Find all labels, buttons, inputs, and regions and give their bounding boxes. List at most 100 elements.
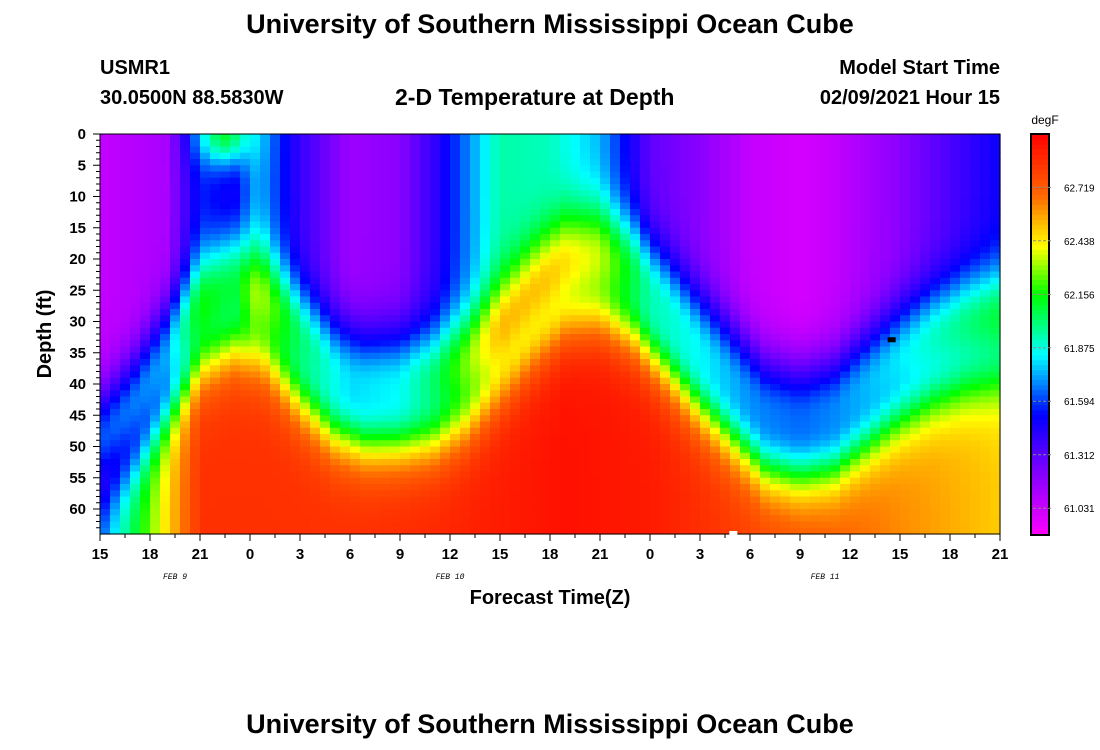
heatmap-cell bbox=[260, 396, 271, 404]
heatmap-cell bbox=[280, 334, 291, 341]
heatmap-cell bbox=[340, 415, 351, 423]
heatmap-cell bbox=[260, 202, 271, 210]
heatmap-cell bbox=[350, 315, 361, 323]
heatmap-cell bbox=[320, 215, 331, 223]
heatmap-cell bbox=[870, 302, 881, 310]
heatmap-cell bbox=[370, 465, 381, 473]
heatmap-cell bbox=[540, 515, 551, 523]
heatmap-cell bbox=[260, 471, 271, 479]
heatmap-cell bbox=[750, 527, 761, 535]
heatmap-cell bbox=[520, 290, 531, 298]
heatmap-cell bbox=[640, 177, 651, 185]
heatmap-cell bbox=[750, 459, 761, 466]
heatmap-cell bbox=[560, 184, 571, 191]
heatmap-cell bbox=[540, 209, 551, 216]
heatmap-cell bbox=[440, 352, 451, 360]
heatmap-cell bbox=[740, 140, 751, 148]
heatmap-cell bbox=[420, 140, 431, 148]
heatmap-cell bbox=[590, 396, 601, 404]
heatmap-cell bbox=[650, 334, 661, 341]
heatmap-cell bbox=[530, 402, 541, 410]
heatmap-cell bbox=[240, 415, 251, 423]
heatmap-cell bbox=[870, 490, 881, 498]
heatmap-cell bbox=[150, 434, 161, 441]
heatmap-cell bbox=[580, 196, 591, 204]
heatmap-cell bbox=[470, 202, 481, 210]
heatmap-cell bbox=[540, 384, 551, 391]
heatmap-cell bbox=[510, 152, 521, 160]
heatmap-cell bbox=[490, 396, 501, 404]
heatmap-cell bbox=[660, 327, 671, 335]
heatmap-cell bbox=[420, 402, 431, 410]
heatmap-cell bbox=[350, 215, 361, 223]
heatmap-cell bbox=[230, 140, 241, 148]
heatmap-cell bbox=[560, 265, 571, 273]
heatmap-cell bbox=[450, 302, 461, 310]
heatmap-cell bbox=[560, 246, 571, 254]
heatmap-cell bbox=[170, 171, 181, 179]
heatmap-cell bbox=[280, 196, 291, 204]
heatmap-cell bbox=[510, 146, 521, 154]
heatmap-cell bbox=[250, 184, 261, 191]
heatmap-cell bbox=[410, 334, 421, 341]
heatmap-cell bbox=[640, 352, 651, 360]
heatmap-cell bbox=[130, 515, 141, 523]
heatmap-cell bbox=[820, 277, 831, 285]
heatmap-cell bbox=[470, 334, 481, 341]
heatmap-cell bbox=[670, 134, 681, 141]
heatmap-cell bbox=[760, 190, 771, 198]
heatmap-cell bbox=[370, 446, 381, 454]
heatmap-cell bbox=[660, 271, 671, 279]
heatmap-cell bbox=[170, 246, 181, 254]
heatmap-cell bbox=[220, 321, 231, 329]
heatmap-cell bbox=[580, 240, 591, 248]
heatmap-cell bbox=[660, 527, 671, 535]
heatmap-cell bbox=[430, 171, 441, 179]
heatmap-cell bbox=[660, 190, 671, 198]
heatmap-cell bbox=[480, 177, 491, 185]
heatmap-cell bbox=[500, 209, 511, 216]
heatmap-cell bbox=[380, 159, 391, 166]
heatmap-cell bbox=[100, 309, 111, 316]
heatmap-cell bbox=[340, 265, 351, 273]
heatmap-cell bbox=[720, 284, 731, 291]
heatmap-cell bbox=[460, 452, 471, 460]
heatmap-cell bbox=[750, 234, 761, 241]
heatmap-cell bbox=[740, 271, 751, 279]
heatmap-cell bbox=[170, 346, 181, 354]
heatmap-cell bbox=[700, 377, 711, 385]
heatmap-cell bbox=[550, 421, 561, 429]
heatmap-cell bbox=[520, 502, 531, 510]
heatmap-cell bbox=[280, 434, 291, 441]
heatmap-cell bbox=[750, 315, 761, 323]
heatmap-cell bbox=[410, 290, 421, 298]
heatmap-cell bbox=[510, 140, 521, 148]
heatmap-cell bbox=[190, 421, 201, 429]
heatmap-cell bbox=[870, 265, 881, 273]
heatmap-cell bbox=[540, 359, 551, 366]
heatmap-cell bbox=[440, 227, 451, 235]
heatmap-cell bbox=[550, 296, 561, 304]
heatmap-cell bbox=[640, 384, 651, 391]
heatmap-cell bbox=[110, 202, 121, 210]
heatmap-cell bbox=[220, 134, 231, 141]
heatmap-cell bbox=[460, 490, 471, 498]
heatmap-cell bbox=[610, 277, 621, 285]
heatmap-cell bbox=[350, 409, 361, 416]
heatmap-cell bbox=[800, 446, 811, 454]
heatmap-cell bbox=[160, 415, 171, 423]
heatmap-cell bbox=[110, 465, 121, 473]
heatmap-cell bbox=[340, 302, 351, 310]
heatmap-cell bbox=[750, 352, 761, 360]
heatmap-cell bbox=[580, 346, 591, 354]
heatmap-cell bbox=[730, 177, 741, 185]
heatmap-cell bbox=[440, 159, 451, 166]
heatmap-cell bbox=[700, 490, 711, 498]
heatmap-cell bbox=[860, 484, 871, 491]
heatmap-cell bbox=[400, 346, 411, 354]
heatmap-cell bbox=[810, 502, 821, 510]
heatmap-cell bbox=[230, 396, 241, 404]
heatmap-cell bbox=[590, 465, 601, 473]
heatmap-cell bbox=[190, 165, 201, 173]
heatmap-cell bbox=[830, 340, 841, 348]
